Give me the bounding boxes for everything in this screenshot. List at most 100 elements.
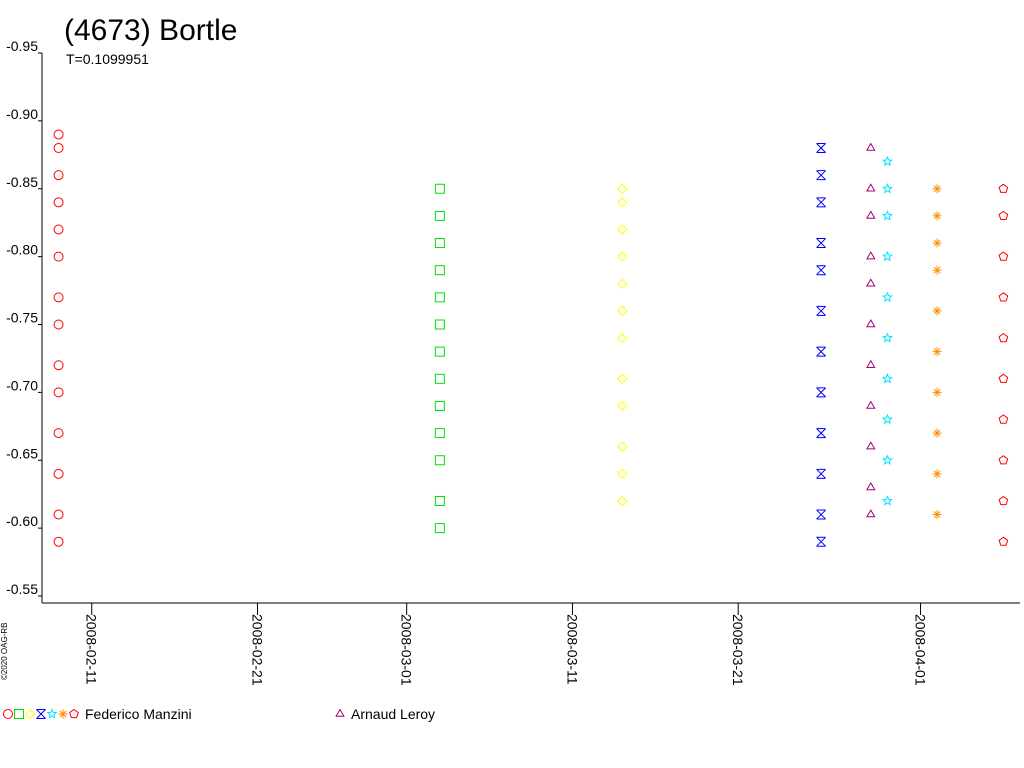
data-point [881, 155, 893, 167]
data-point [866, 359, 876, 368]
data-point [434, 400, 445, 411]
data-point [616, 183, 628, 195]
data-point [53, 360, 64, 371]
data-point [434, 183, 445, 194]
data-point [998, 332, 1009, 343]
data-point [932, 238, 942, 248]
data-point [616, 197, 628, 208]
data-point [866, 481, 876, 491]
data-point [866, 278, 876, 287]
data-point [53, 251, 64, 262]
legend-marker [24, 708, 36, 720]
data-point [816, 536, 826, 547]
x-tick-label: 2008-02-11 [84, 614, 100, 685]
data-point [53, 319, 64, 330]
data-point [434, 238, 445, 249]
x-tick-label: 2008-03-11 [564, 614, 580, 685]
y-tick-label: -0.85 [6, 174, 38, 190]
data-point [932, 306, 942, 316]
data-point [866, 142, 876, 151]
data-point [816, 468, 826, 479]
y-tick-label: -0.70 [6, 377, 38, 393]
y-tick-label: -0.80 [6, 242, 38, 258]
data-point [998, 373, 1009, 383]
chart-title: (4673) Bortle [64, 14, 237, 47]
y-tick-label: -0.55 [6, 581, 38, 597]
data-point [53, 428, 64, 439]
data-point [998, 536, 1009, 546]
y-tick-label: -0.75 [6, 310, 38, 326]
data-point [866, 441, 876, 450]
legend-marker [14, 709, 24, 719]
data-point [53, 387, 64, 398]
legend-label: Federico Manzini [85, 706, 192, 722]
data-point [434, 373, 445, 384]
data-point [881, 291, 893, 303]
data-point [434, 292, 445, 303]
data-point [998, 455, 1009, 465]
data-point [53, 129, 64, 140]
data-point [816, 305, 826, 316]
legend-marker [36, 709, 46, 719]
data-point [616, 224, 628, 235]
data-point [881, 495, 893, 506]
data-point [998, 414, 1009, 424]
data-point [434, 428, 445, 439]
data-point [53, 468, 64, 479]
data-point [816, 509, 826, 520]
data-point [881, 250, 893, 262]
data-point [616, 305, 628, 317]
data-point [53, 170, 64, 181]
legend-marker [335, 708, 345, 717]
data-point [866, 400, 876, 409]
data-point [932, 469, 942, 479]
data-point [866, 183, 876, 192]
data-point [998, 292, 1009, 302]
legend-marker [69, 708, 79, 719]
data-point [932, 184, 942, 194]
data-point [434, 495, 445, 506]
data-point [866, 210, 876, 219]
data-point [881, 210, 893, 221]
x-tick-label: 2008-03-01 [399, 614, 415, 686]
data-point [616, 332, 628, 344]
data-point [816, 346, 826, 357]
data-point [816, 428, 826, 439]
data-point [616, 495, 628, 507]
data-point [434, 523, 445, 534]
data-point [434, 455, 445, 466]
chart-subtitle: T=0.1099951 [66, 51, 149, 67]
data-point [816, 238, 826, 249]
data-point [53, 224, 64, 235]
data-point [53, 509, 64, 520]
data-point [998, 495, 1009, 506]
x-tick-label: 2008-02-21 [249, 614, 265, 686]
data-point [816, 197, 826, 208]
data-point [53, 143, 64, 154]
data-point [932, 387, 942, 397]
data-point [53, 292, 64, 303]
data-point [932, 211, 942, 221]
y-tick-label: -0.95 [6, 38, 38, 54]
legend-label: Arnaud Leroy [351, 706, 435, 722]
data-point [881, 332, 893, 343]
data-point [932, 347, 942, 357]
data-point [434, 265, 445, 276]
data-point [998, 183, 1009, 193]
data-point [998, 251, 1009, 261]
data-point [816, 265, 826, 276]
data-point [616, 251, 628, 262]
data-point [616, 373, 628, 385]
y-tick-label: -0.60 [6, 513, 38, 529]
data-point [434, 319, 445, 330]
y-tick-label: -0.65 [6, 445, 38, 461]
data-point [53, 197, 64, 208]
data-point [434, 346, 445, 357]
data-point [932, 428, 942, 438]
data-point [616, 400, 628, 412]
data-point [866, 509, 876, 518]
data-point [434, 210, 445, 221]
data-point [881, 372, 893, 384]
data-point [616, 441, 628, 452]
data-point [866, 251, 876, 260]
